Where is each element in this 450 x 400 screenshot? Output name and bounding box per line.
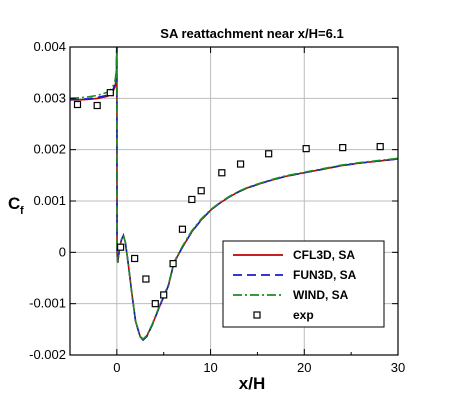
series-line: [70, 47, 398, 341]
series-2: [70, 47, 398, 341]
y-axis-label-sub: f: [20, 205, 24, 217]
legend-item: FUN3D, SA: [233, 268, 357, 282]
data-point: [218, 169, 226, 177]
x-tick-label: 30: [391, 360, 405, 375]
y-tick-label: 0.001: [33, 193, 66, 208]
data-point: [106, 89, 114, 97]
x-tick-label: 0: [113, 360, 120, 375]
legend-label: FUN3D, SA: [293, 268, 357, 282]
chart-title: SA reattachment near x/H=6.1: [160, 26, 343, 41]
y-axis-label: C f: [8, 194, 24, 217]
y-tick-label: 0.004: [33, 39, 66, 54]
data-point: [265, 150, 273, 158]
data-point: [142, 275, 150, 283]
legend-marker: [253, 311, 261, 319]
data-point: [339, 144, 347, 152]
data-point: [178, 225, 187, 233]
data-point: [188, 195, 196, 204]
legend: CFL3D, SA FUN3D, SA WIND, SA exp: [222, 240, 385, 328]
y-tick-label: 0.003: [33, 90, 66, 105]
data-point: [236, 160, 245, 168]
data-point: [169, 260, 177, 268]
data-point: [151, 300, 159, 308]
data-point: [73, 100, 82, 109]
y-axis-label-main: C: [8, 194, 20, 213]
data-point: [302, 145, 310, 153]
data-point: [117, 243, 125, 251]
series-3: [73, 89, 384, 308]
x-tick-label: 20: [297, 360, 311, 375]
data-point: [160, 291, 168, 299]
data-point: [197, 187, 205, 195]
y-tick-label: -0.002: [29, 347, 66, 362]
y-tick-label: -0.001: [29, 296, 66, 311]
x-axis-label: x/H: [239, 374, 265, 393]
y-tick-label: 0.002: [33, 142, 66, 157]
legend-label: CFL3D, SA: [293, 248, 355, 262]
legend-label: exp: [293, 308, 314, 322]
data-point: [93, 101, 101, 110]
legend-item: CFL3D, SA: [233, 248, 355, 262]
y-tick-label: 0: [59, 244, 66, 259]
series-layer: [70, 47, 398, 342]
data-point: [376, 142, 384, 151]
axes: 0 10 20 30 -0.002 -0.001 0 0.001 0.002 0.003 0.004: [29, 39, 405, 375]
legend-item: exp: [253, 308, 314, 322]
legend-label: WIND, SA: [293, 288, 349, 302]
data-point: [131, 254, 139, 263]
legend-item: WIND, SA: [233, 288, 349, 302]
x-tick-label: 10: [203, 360, 217, 375]
